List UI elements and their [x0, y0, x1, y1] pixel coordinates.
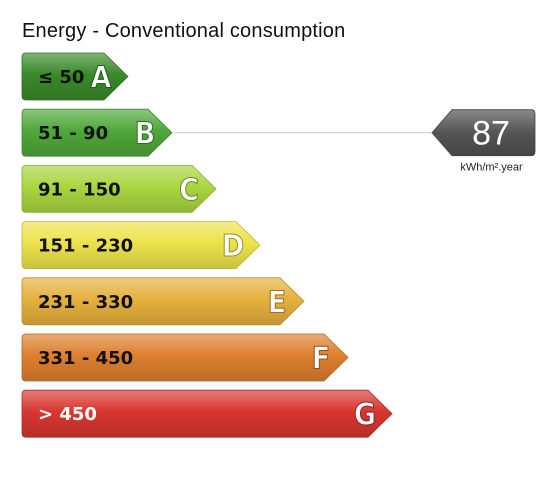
indicator-value: 87: [472, 115, 510, 153]
class-range-label: 91 - 150: [38, 179, 121, 200]
chart-title: Energy - Conventional consumption: [22, 20, 346, 42]
class-letter: G: [354, 398, 376, 433]
class-range-label: 331 - 450: [38, 348, 133, 369]
class-letter: F: [312, 342, 330, 377]
class-bar-b: [21, 108, 173, 157]
class-range-label: 231 - 330: [38, 292, 133, 313]
class-bar-c: [21, 165, 217, 213]
class-bar-f: [21, 333, 349, 382]
value-indicator-arrow: [431, 109, 536, 157]
class-letter: C: [179, 173, 199, 208]
class-letter: D: [222, 229, 244, 264]
energy-class-e: 231 - 330 E: [21, 277, 305, 326]
energy-class-f: 331 - 450 F: [21, 333, 349, 382]
energy-class-d: 151 - 230 D: [21, 221, 261, 269]
class-bar-e: [21, 277, 305, 326]
class-range-label: ≤ 50: [38, 67, 84, 88]
energy-class-c: 91 - 150 C: [21, 165, 217, 213]
energy-class-a: ≤ 50 A: [21, 52, 129, 101]
class-letter: A: [91, 61, 112, 96]
energy-class-g: > 450 G: [21, 389, 393, 438]
class-letter: E: [268, 285, 286, 320]
indicator-unit: kWh/m².year: [460, 162, 523, 174]
class-bar-a: [21, 52, 129, 101]
class-range-label: 51 - 90: [38, 123, 108, 144]
class-letter: B: [135, 117, 156, 152]
class-bar-d: [21, 221, 261, 269]
class-range-label: > 450: [38, 404, 97, 425]
energy-class-b: 51 - 90 B: [21, 108, 173, 157]
class-bar-g: [21, 389, 393, 438]
class-range-label: 151 - 230: [38, 236, 133, 257]
